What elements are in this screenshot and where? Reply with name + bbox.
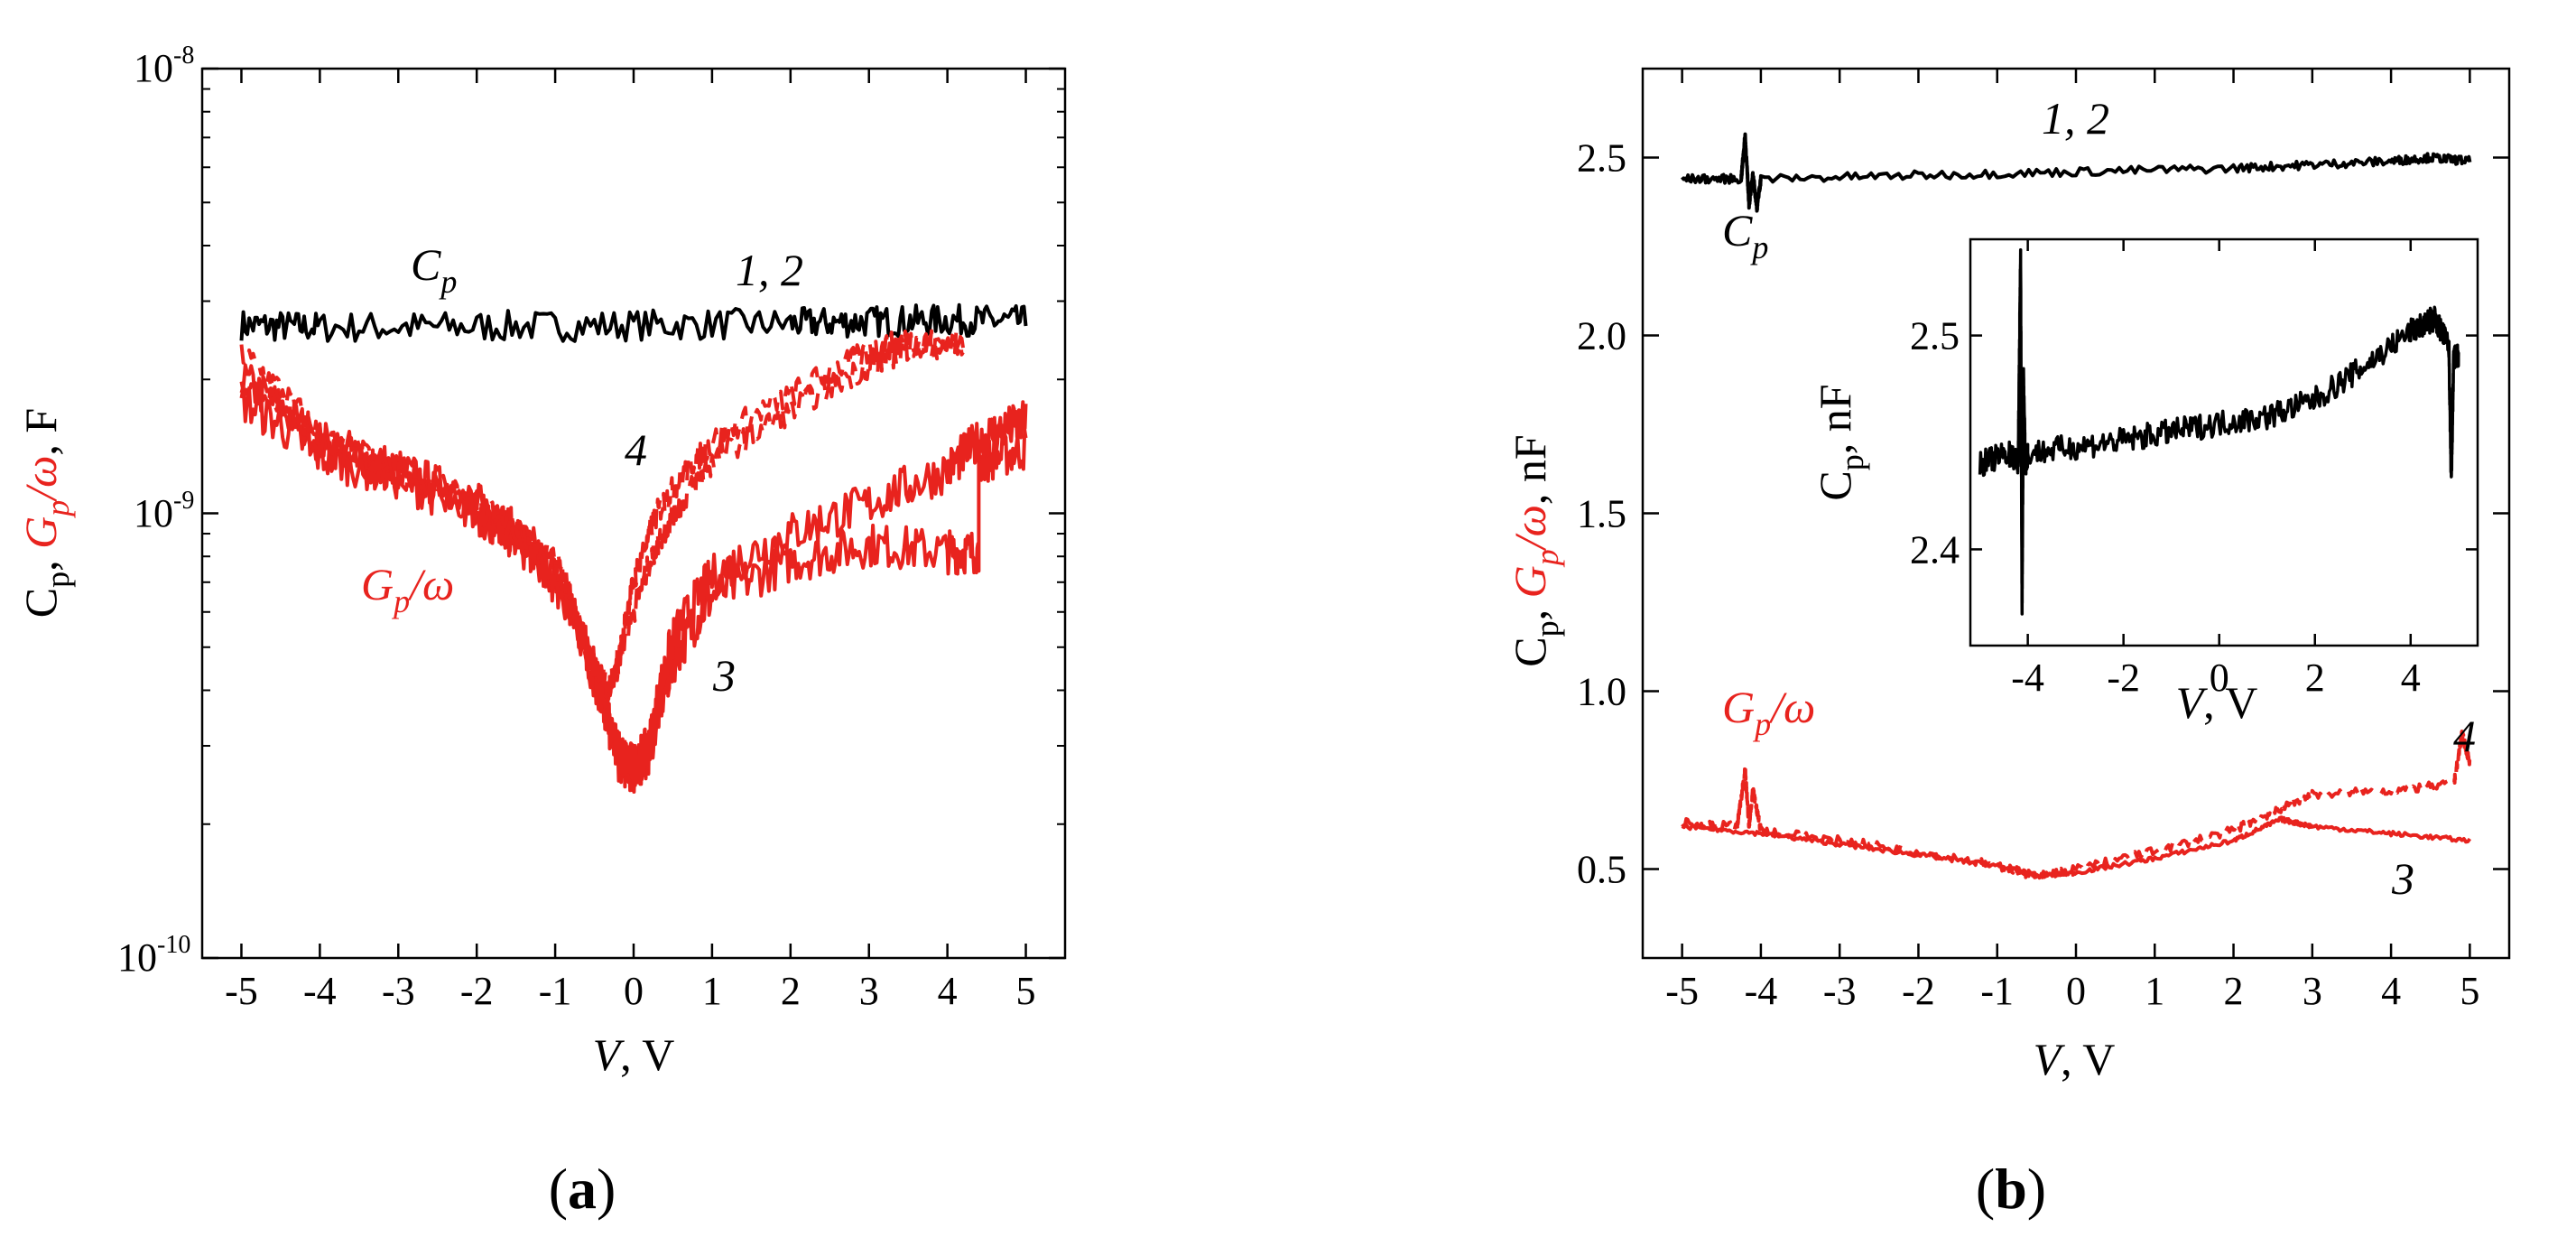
panel-a-ytick-label-1e-9: 10-9	[134, 487, 194, 535]
panel-b-inset-xtick-label: -2	[2107, 656, 2140, 700]
panel-a-xtick-label: -1	[539, 969, 572, 1013]
panel-b-inset-series	[1978, 247, 2460, 616]
panel-b-xtick-label: 2	[2224, 969, 2244, 1013]
panel-b-ytick-label: 1.5	[1577, 492, 1626, 536]
panel-a-xtick-label: 1	[702, 969, 722, 1013]
panel-b-cp-label: Cp	[1722, 205, 1768, 265]
panel-a-y-axis-title: Cp, Gp/ω, F	[15, 408, 76, 618]
panel-b-inset-x-axis-title: V, V	[2176, 677, 2258, 728]
panel-b-ytick-label: 0.5	[1577, 848, 1626, 892]
panel-b-inset: -4 -2 0 2 4 2.4 2.5 V, V Cp, nF	[1810, 237, 2479, 728]
panel-b-inset-xtick-label: 0	[2210, 656, 2229, 700]
panel-b-inset-xtick-label: 2	[2305, 656, 2325, 700]
panel-b-curve-1-2-label: 1, 2	[2042, 93, 2109, 144]
panel-a-x-axis: -5 -4 -3 -2 -1 0 1 2 3 4 5	[225, 69, 1036, 1013]
panel-b-inset-y-axis-title: Cp, nF	[1810, 384, 1870, 500]
panel-a-xtick-label: 4	[938, 969, 958, 1013]
panel-a-gp-label: Gp/ω	[361, 559, 454, 619]
panel-b-series	[1681, 132, 2472, 880]
panel-b-xtick-label: 0	[2066, 969, 2086, 1013]
panel-b-curve-3-label: 3	[2391, 853, 2414, 904]
panel-b-series-2-line	[1681, 815, 2472, 880]
panel-a-curve-1-2-label: 1, 2	[736, 245, 803, 295]
panel-a: -5 -4 -3 -2 -1 0 1 2 3 4 5 10-10 10-9 10-8 V, V Cp…	[15, 42, 1067, 1221]
panel-b-inset-frame	[1969, 237, 2479, 647]
panel-a-xtick-label: 0	[624, 969, 644, 1013]
panel-b-ytick-label: 1.0	[1577, 670, 1626, 714]
panel-a-label: (a)	[549, 1157, 616, 1221]
panel-b-y-axis: 0.5 1.0 1.5 2.0 2.5	[1577, 136, 2509, 892]
panel-a-y-axis	[202, 67, 1065, 960]
panel-b-xtick-label: -4	[1745, 969, 1778, 1013]
panel-a-series	[239, 302, 1028, 794]
panel-a-xtick-label: 5	[1016, 969, 1036, 1013]
panel-b-xtick-label: -5	[1665, 969, 1699, 1013]
panel-b-y-axis-title: Cp, Gp/ω, nF	[1505, 434, 1565, 666]
panel-a-series-1-line	[239, 302, 1028, 343]
panel-a-xtick-label: -5	[225, 969, 258, 1013]
panel-a-xtick-label: -2	[460, 969, 494, 1013]
panel-b-xtick-label: -2	[1902, 969, 1935, 1013]
panel-a-cp-label: Cp	[411, 239, 457, 300]
panel-b-x-axis-title: V, V	[2034, 1034, 2116, 1084]
panel-a-xtick-label: -4	[303, 969, 337, 1013]
panel-a-series-5-line	[239, 334, 965, 699]
panel-b-label: (b)	[1976, 1157, 2046, 1221]
panel-b: -5 -4 -3 -2 -1 0 1 2 3 4 5 0.5 1.0 1.5 2.0 2.5 V, V Cp…	[1505, 67, 2511, 1221]
panel-b-ytick-label: 2.0	[1577, 314, 1626, 358]
panel-a-curve-3-label: 3	[712, 650, 736, 701]
panel-b-ytick-label: 2.5	[1577, 136, 1626, 181]
panel-b-inset-ytick-label: 2.4	[1910, 527, 1960, 572]
panel-b-series-3-line	[1681, 730, 2472, 880]
panel-b-xtick-label: 4	[2381, 969, 2401, 1013]
panel-b-x-axis: -5 -4 -3 -2 -1 0 1 2 3 4 5	[1665, 69, 2479, 1013]
panel-b-inset-background	[1970, 239, 2478, 646]
panel-a-xtick-label: -3	[382, 969, 415, 1013]
panel-a-series-4-line	[239, 329, 965, 710]
panel-b-xtick-label: -1	[1980, 969, 2014, 1013]
panel-a-xtick-label: 2	[781, 969, 801, 1013]
panel-b-inset-ytick-label: 2.5	[1910, 314, 1960, 358]
panel-a-plot-frame	[200, 67, 1067, 960]
panel-a-xtick-label: 3	[859, 969, 879, 1013]
panel-b-gp-label: Gp/ω	[1722, 682, 1815, 742]
panel-a-ytick-label-1e-10: 10-10	[117, 931, 190, 980]
panel-a-ytick-label-1e-8: 10-8	[134, 42, 194, 90]
panel-b-inset-xtick-label: -4	[2011, 656, 2044, 700]
panel-b-inset-series-1-line	[1978, 247, 2460, 616]
panel-b-xtick-label: 1	[2145, 969, 2164, 1013]
panel-b-curve-4-label: 4	[2453, 711, 2476, 761]
panel-b-xtick-label: 5	[2460, 969, 2479, 1013]
panel-b-xtick-label: 3	[2303, 969, 2322, 1013]
panel-b-xtick-label: -3	[1823, 969, 1857, 1013]
panel-b-inset-xtick-label: 4	[2401, 656, 2421, 700]
panel-a-curve-4-label: 4	[625, 424, 647, 475]
panel-a-x-axis-title: V, V	[593, 1029, 675, 1080]
panel-b-series-1-line	[1681, 132, 2472, 213]
panel-b-inset-axes: -4 -2 0 2 4 2.4 2.5	[1910, 239, 2478, 700]
